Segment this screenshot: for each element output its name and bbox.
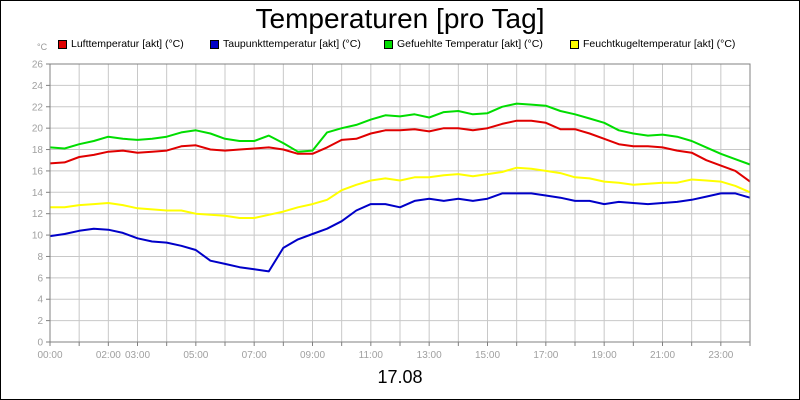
legend-label-feuchtkugeltemperatur: Feuchtkugeltemperatur [akt] (°C) (583, 38, 736, 50)
y-tick-label: 10 (32, 231, 44, 242)
x-tick-label: 09:00 (300, 350, 325, 361)
chart-title: Temperaturen [pro Tag] (255, 3, 545, 34)
y-tick-label: 2 (37, 316, 43, 327)
legend-swatch-taupunkttemperatur (210, 39, 219, 49)
y-tick-label: 18 (32, 145, 44, 156)
y-tick-label: 16 (32, 166, 44, 177)
x-tick-label: 21:00 (650, 350, 675, 361)
y-tick-label: 24 (32, 81, 44, 92)
plot-border (49, 63, 751, 343)
x-tick-label: 19:00 (592, 350, 617, 361)
series-line-3 (50, 166, 751, 219)
x-tick-label: 17:00 (533, 350, 558, 361)
series-line-1 (49, 192, 751, 273)
x-axis-date-label: 17.08 (377, 367, 423, 387)
y-tick-label: 0 (37, 338, 43, 349)
x-tick-label: 02:00 (96, 350, 121, 361)
y-tick-label: 8 (37, 252, 43, 263)
x-tick-label: 05:00 (183, 350, 208, 361)
legend-label-gefuehlte-temperatur: Gefuehlte Temperatur [akt] (°C) (397, 38, 543, 50)
legend-label-taupunkttemperatur: Taupunkttemperatur [akt] (°C) (223, 38, 361, 50)
x-tick-label: 00:00 (37, 350, 62, 361)
y-tick-label: 22 (32, 102, 44, 113)
y-tick-label: 14 (32, 188, 44, 199)
y-tick-label: 26 (32, 60, 44, 71)
x-tick-label: 15:00 (475, 350, 500, 361)
legend-item-taupunkttemperatur: Taupunkttemperatur [akt] (°C) (210, 38, 361, 50)
y-tick-label: 20 (32, 124, 44, 135)
x-tick-label: 13:00 (417, 350, 442, 361)
legend-swatch-lufttemperatur (58, 39, 67, 49)
x-tick-label: 07:00 (242, 350, 267, 361)
y-axis-unit: °C (37, 42, 48, 52)
legend-item-lufttemperatur: Lufttemperatur [akt] (°C) (58, 38, 184, 50)
legend-item-gefuehlte-temperatur: Gefuehlte Temperatur [akt] (°C) (384, 38, 543, 50)
y-tick-label: 4 (37, 295, 43, 306)
y-tick-label: 12 (32, 209, 44, 220)
x-tick-label: 11:00 (359, 350, 384, 361)
legend-label-lufttemperatur: Lufttemperatur [akt] (°C) (71, 38, 184, 50)
x-tick-label: 23:00 (708, 350, 733, 361)
series-line-2 (49, 102, 751, 166)
y-tick-label: 6 (37, 273, 43, 284)
legend-swatch-gefuehlte-temperatur (384, 39, 393, 49)
x-tick-label: 03:00 (125, 350, 150, 361)
legend-swatch-feuchtkugeltemperatur (570, 39, 579, 49)
series-line-0 (49, 119, 751, 183)
legend-item-feuchtkugeltemperatur: Feuchtkugeltemperatur [akt] (°C) (570, 38, 735, 50)
